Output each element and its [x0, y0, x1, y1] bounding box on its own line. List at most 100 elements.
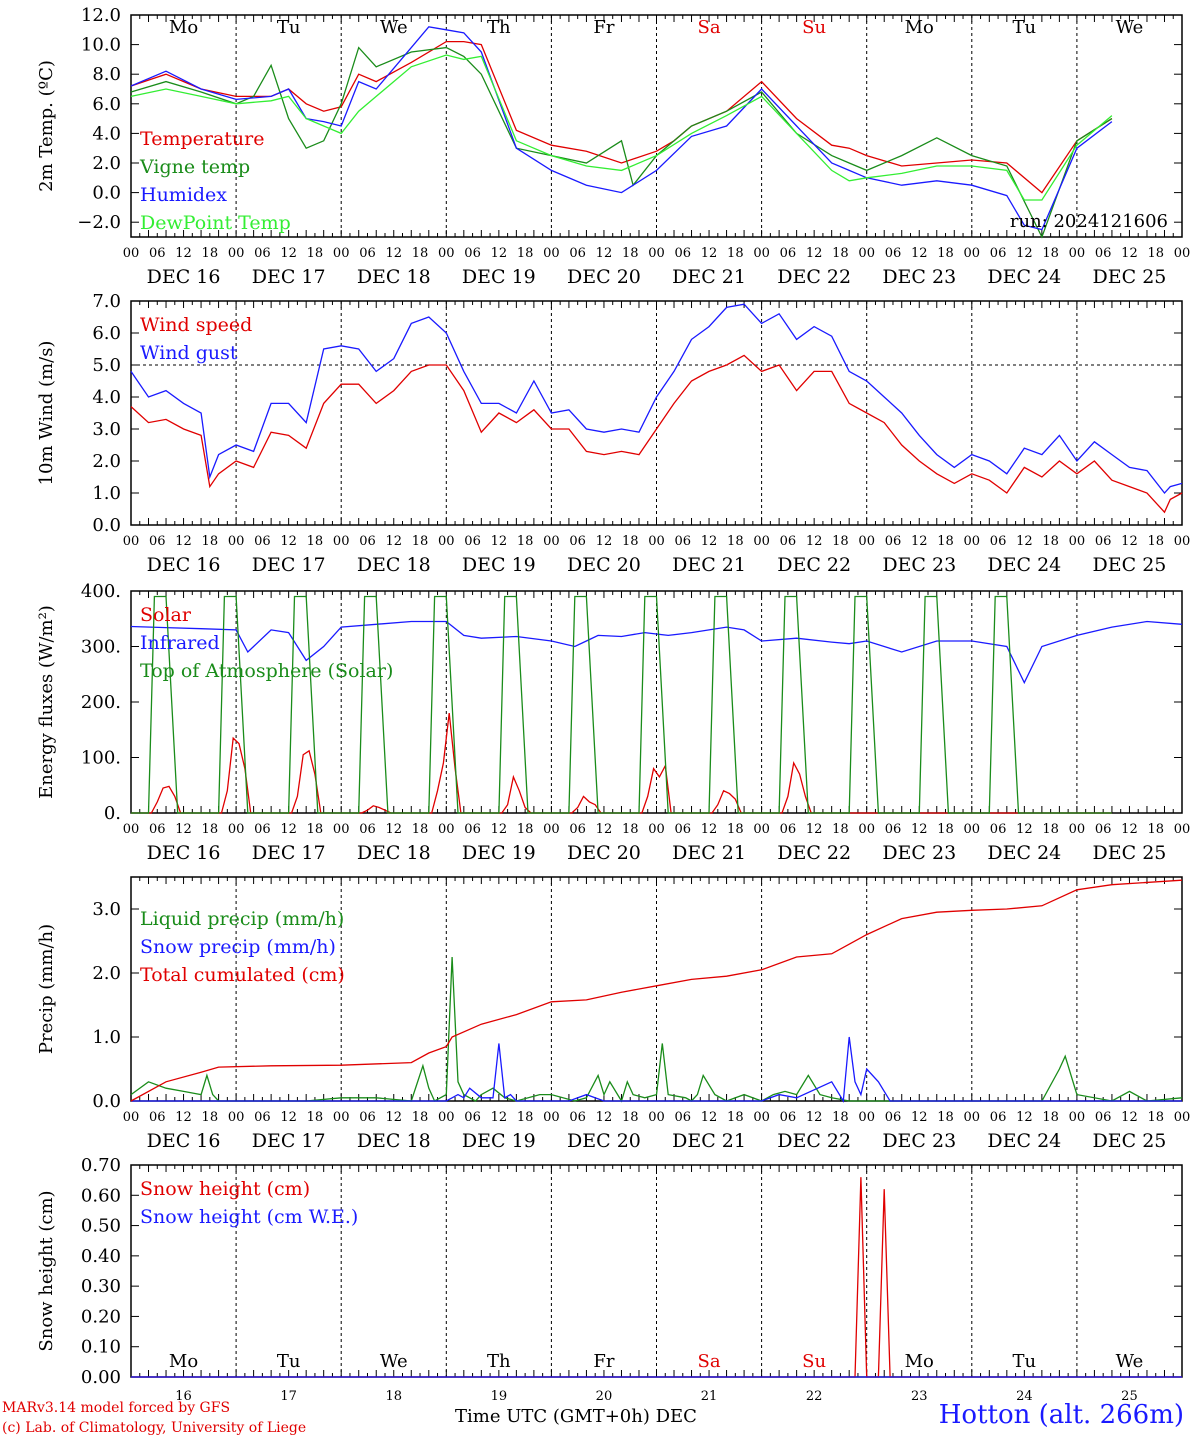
hour-tick-label: 06: [254, 246, 271, 261]
hour-tick-label: 00: [1174, 246, 1191, 261]
hour-tick-label: 06: [885, 534, 902, 549]
hour-tick-label: 00: [123, 534, 140, 549]
date-label: DEC 21: [672, 554, 746, 576]
hour-tick-label: 00: [1069, 822, 1086, 837]
date-label: DEC 23: [882, 266, 956, 288]
series-line: [130, 620, 1183, 685]
hour-tick-label: 12: [596, 534, 613, 549]
hour-tick-label: 00: [753, 246, 770, 261]
legend-entry: Infrared: [140, 632, 220, 654]
y-tick-label: 0.: [104, 803, 121, 824]
hour-tick-label: 06: [464, 822, 481, 837]
date-label: DEC 16: [147, 842, 221, 864]
date-label: DEC 18: [357, 1130, 431, 1152]
legend-entry: Snow height (cm W.E.): [140, 1206, 358, 1228]
y-tick-label: 0.50: [81, 1216, 121, 1237]
hour-tick-label: 18: [1147, 246, 1164, 261]
day-name-label: Sa: [698, 17, 721, 38]
y-tick-label: 2.0: [92, 153, 121, 174]
panel-1: [130, 14, 1183, 239]
hour-tick-label: 12: [911, 534, 928, 549]
y-tick-label: 300.: [81, 637, 121, 658]
date-label: DEC 18: [357, 266, 431, 288]
date-label: DEC 18: [357, 554, 431, 576]
hour-tick-label: 06: [780, 246, 797, 261]
y-tick-label: 4.0: [92, 387, 121, 408]
y-tick-label: 6.0: [92, 94, 121, 115]
y-tick-label: 4.0: [92, 123, 121, 144]
hour-tick-label: 12: [491, 246, 508, 261]
hour-tick-label: 06: [780, 822, 797, 837]
hour-tick-label: 06: [1095, 534, 1112, 549]
date-label: DEC 25: [1093, 1130, 1167, 1152]
hour-tick-label: 00: [648, 534, 665, 549]
series-line: [130, 354, 1183, 514]
hour-tick-label: 12: [385, 822, 402, 837]
hour-tick-label: 06: [885, 822, 902, 837]
hour-tick-label: 00: [858, 822, 875, 837]
day-number-label: 22: [806, 1389, 823, 1404]
y-tick-label: 400.: [81, 581, 121, 602]
date-label: DEC 24: [987, 1130, 1061, 1152]
hour-tick-label: 06: [464, 1110, 481, 1125]
hour-tick-label: 06: [675, 534, 692, 549]
y-tick-label: 0.70: [81, 1155, 121, 1176]
hour-tick-label: 06: [1095, 822, 1112, 837]
y-tick-label: 10.0: [81, 35, 121, 56]
date-label: DEC 23: [882, 842, 956, 864]
hour-tick-label: 18: [517, 534, 534, 549]
hour-tick-label: 12: [596, 1110, 613, 1125]
hour-tick-label: 18: [1042, 1110, 1059, 1125]
date-label: DEC 17: [252, 1130, 326, 1152]
y-tick-label: 0.60: [81, 1185, 121, 1206]
hour-tick-label: 00: [228, 246, 245, 261]
hour-tick-label: 00: [333, 822, 350, 837]
hour-tick-label: 12: [701, 822, 718, 837]
hour-tick-label: 18: [622, 246, 639, 261]
hour-tick-label: 18: [727, 822, 744, 837]
station-name: Hotton (alt. 266m): [938, 1400, 1184, 1430]
date-label: DEC 25: [1093, 842, 1167, 864]
date-label: DEC 21: [672, 842, 746, 864]
hour-tick-label: 18: [622, 822, 639, 837]
date-label: DEC 24: [987, 266, 1061, 288]
hour-tick-label: 12: [385, 534, 402, 549]
date-label: DEC 24: [987, 554, 1061, 576]
legend-entry: Top of Atmosphere (Solar): [140, 660, 393, 682]
hour-tick-label: 00: [858, 246, 875, 261]
hour-tick-label: 18: [202, 246, 219, 261]
legend-entry: Total cumulated (cm): [140, 964, 345, 986]
hour-tick-label: 06: [990, 1110, 1007, 1125]
day-name-label: Tu: [1013, 1351, 1037, 1372]
hour-tick-label: 06: [675, 246, 692, 261]
hour-tick-label: 12: [1121, 1110, 1138, 1125]
y-tick-label: 0.00: [81, 1367, 121, 1388]
hour-tick-label: 00: [1069, 246, 1086, 261]
hour-tick-label: 06: [1095, 1110, 1112, 1125]
hour-tick-label: 18: [832, 822, 849, 837]
series-line: [130, 879, 1183, 1102]
date-label: DEC 21: [672, 1130, 746, 1152]
day-name-label: Tu: [277, 1351, 301, 1372]
y-axis-label: Snow height (cm): [36, 1190, 57, 1351]
hour-tick-label: 12: [1016, 822, 1033, 837]
hour-tick-label: 06: [675, 1110, 692, 1125]
hour-tick-label: 06: [990, 822, 1007, 837]
hour-tick-label: 00: [543, 246, 560, 261]
date-label: DEC 25: [1093, 554, 1167, 576]
y-tick-label: 1.0: [92, 1027, 121, 1048]
day-number-label: 16: [175, 1389, 192, 1404]
hour-tick-label: 12: [1016, 246, 1033, 261]
hour-tick-label: 06: [569, 1110, 586, 1125]
hour-tick-label: 12: [280, 534, 297, 549]
hour-tick-label: 06: [149, 822, 166, 837]
hour-tick-label: 18: [412, 1110, 429, 1125]
hour-tick-label: 06: [780, 1110, 797, 1125]
hour-tick-label: 12: [491, 534, 508, 549]
date-label: DEC 17: [252, 266, 326, 288]
y-tick-label: 3.0: [92, 899, 121, 920]
hour-tick-label: 12: [175, 246, 192, 261]
hour-tick-label: 18: [202, 534, 219, 549]
hour-tick-label: 18: [1147, 1110, 1164, 1125]
day-number-label: 24: [1016, 1389, 1033, 1404]
